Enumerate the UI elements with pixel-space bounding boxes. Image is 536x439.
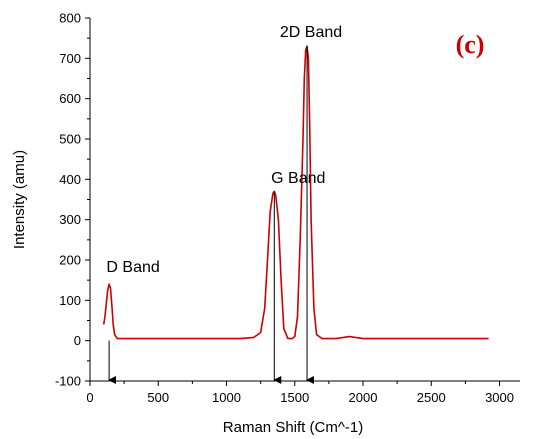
x-tick-label: 3000 <box>485 390 514 405</box>
band-label: 2D Band <box>280 24 342 41</box>
y-tick-label: -100 <box>55 374 81 389</box>
x-tick-label: 500 <box>147 390 169 405</box>
panel-label: (c) <box>456 30 485 59</box>
y-tick-label: 500 <box>59 132 81 147</box>
y-tick-label: 400 <box>59 172 81 187</box>
band-label: D Band <box>106 259 159 276</box>
x-tick-label: 1500 <box>280 390 309 405</box>
series <box>102 45 489 340</box>
x-axis-title: Raman Shift (Cm^-1) <box>223 419 363 436</box>
band-label: G Band <box>271 170 325 187</box>
arrows <box>108 46 315 384</box>
y-axis-title: Intensity (amu) <box>11 150 28 249</box>
y-tick-label: 100 <box>59 293 81 308</box>
spectrum-line <box>102 45 489 340</box>
ticks: -100 0 100 200 300 400 500 600 700 800 0 500 1000 150… <box>55 11 514 406</box>
y-tick-label: 300 <box>59 212 81 227</box>
y-tick-label: 600 <box>59 91 81 106</box>
labels: Raman Shift (Cm^-1) Intensity (amu) D Band… <box>11 24 484 436</box>
y-tick-label: 700 <box>59 51 81 66</box>
x-tick-label: 2500 <box>417 390 446 405</box>
y-tick-label: 0 <box>74 333 81 348</box>
x-tick-label: 1000 <box>212 390 241 405</box>
y-tick-label: 200 <box>59 253 81 268</box>
y-tick-label: 800 <box>59 11 81 26</box>
x-tick-label: 0 <box>86 390 93 405</box>
x-tick-label: 2000 <box>349 390 378 405</box>
